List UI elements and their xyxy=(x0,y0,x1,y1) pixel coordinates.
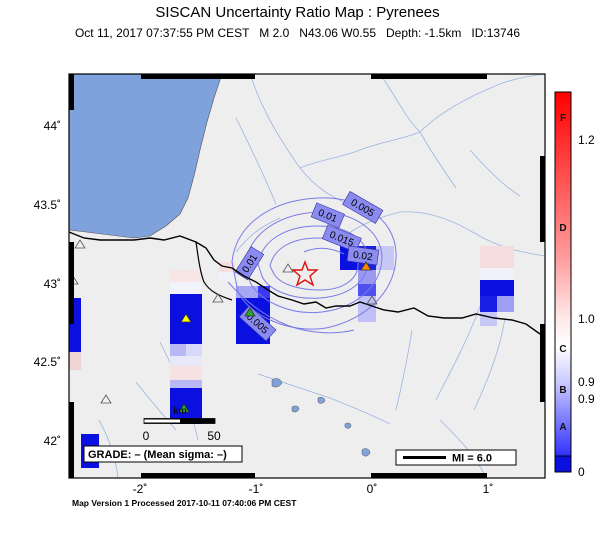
colorbar-letter: D xyxy=(559,223,566,234)
event-subtitle: Oct 11, 2017 07:37:55 PM CEST M 2.0 N43.… xyxy=(74,26,521,40)
colorbar-letter: C xyxy=(559,344,566,355)
seismic-stations xyxy=(69,239,378,413)
colorbar-value: 0.9 xyxy=(578,392,595,406)
epicenter-star-icon xyxy=(291,260,319,287)
scale-bar-start: 0 xyxy=(143,429,150,443)
contour-label: 0.02 xyxy=(352,250,373,264)
colorbar-letter: B xyxy=(559,385,566,396)
colorbar-value: 0 xyxy=(578,465,585,479)
colorbar-letter: A xyxy=(559,422,566,433)
colorbar-gradient xyxy=(554,91,572,457)
colorbar-floor-swatch xyxy=(554,455,572,473)
processing-footer: Map Version 1 Processed 2017-10-11 07:40… xyxy=(72,498,297,508)
lon-tick-label: -1˚ xyxy=(249,482,264,496)
lat-tick-label: 44˚ xyxy=(44,119,61,133)
latitude-labels: 44˚ 43.5˚ 43˚ 42.5˚ 42˚ xyxy=(34,119,61,448)
grade-box xyxy=(83,445,243,463)
grade-text: GRADE: – (Mean sigma: –) xyxy=(88,449,227,461)
scale-bar-unit: km xyxy=(173,406,186,417)
map-area: 0.01 0.005 0.015 0.02 0.01 0.005 xyxy=(69,74,545,478)
bay-of-biscay xyxy=(69,74,223,239)
lat-tick-label: 43˚ xyxy=(44,277,61,291)
frame-ticks xyxy=(69,74,545,478)
colorbar-letter: F xyxy=(560,113,566,124)
scale-bar: km 0 50 xyxy=(143,406,221,443)
longitude-labels: -2˚ -1˚ 0˚ 1˚ xyxy=(133,482,494,496)
map-title: SISCAN Uncertainty Ratio Map : Pyrenees xyxy=(155,4,440,21)
colorbar-value: 0.9 xyxy=(578,375,595,389)
mi-box xyxy=(395,449,517,466)
lat-tick-label: 42˚ xyxy=(44,434,61,448)
scale-bar-end: 50 xyxy=(207,429,221,443)
lakes xyxy=(271,378,371,457)
province-border xyxy=(195,241,233,301)
lon-tick-label: -2˚ xyxy=(133,482,148,496)
colorbar: F D C B A 1.2 1.0 0.9 0.9 0 xyxy=(554,91,595,479)
colorbar-value: 1.0 xyxy=(578,312,595,326)
coastline-border xyxy=(69,231,545,337)
colorbar-value: 1.2 xyxy=(578,133,595,147)
lat-tick-label: 42.5˚ xyxy=(34,355,61,369)
lat-tick-label: 43.5˚ xyxy=(34,198,61,212)
contour-label-boxes xyxy=(234,191,384,342)
lon-tick-label: 1˚ xyxy=(483,482,494,496)
lon-tick-label: 0˚ xyxy=(367,482,378,496)
mi-text: MI = 6.0 xyxy=(452,453,492,465)
